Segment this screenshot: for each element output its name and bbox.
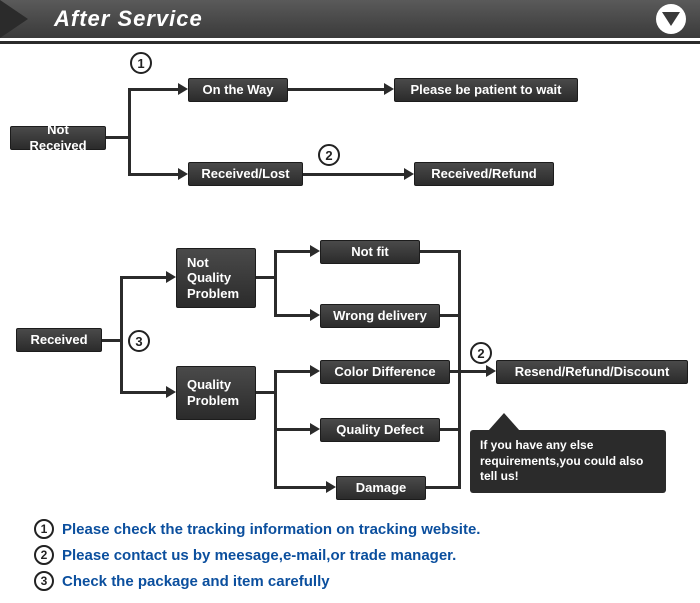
connector bbox=[420, 250, 460, 253]
note-badge: 3 bbox=[34, 571, 54, 591]
connector bbox=[274, 250, 277, 317]
node-quality: QualityProblem bbox=[176, 366, 256, 420]
connector bbox=[440, 428, 460, 431]
arrow-icon bbox=[404, 168, 414, 180]
callout-tail-icon bbox=[488, 413, 520, 431]
node-not-fit: Not fit bbox=[320, 240, 420, 264]
connector bbox=[274, 250, 310, 253]
node-not-received: Not Received bbox=[10, 126, 106, 150]
note-text: Check the package and item carefully bbox=[62, 573, 330, 590]
connector bbox=[274, 486, 326, 489]
node-patient-wait: Please be patient to wait bbox=[394, 78, 578, 102]
arrow-icon bbox=[178, 168, 188, 180]
header-bar: After Service bbox=[0, 0, 700, 38]
connector bbox=[128, 88, 178, 91]
node-received-lost: Received/Lost bbox=[188, 162, 303, 186]
badge-2-top: 2 bbox=[318, 144, 340, 166]
node-quality-defect: Quality Defect bbox=[320, 418, 440, 442]
connector bbox=[426, 486, 460, 489]
arrow-icon bbox=[384, 83, 394, 95]
chevron-down-icon bbox=[662, 12, 680, 26]
note-row: 1 Please check the tracking information … bbox=[34, 519, 480, 539]
notes-section: 1 Please check the tracking information … bbox=[34, 513, 480, 591]
arrow-icon bbox=[310, 365, 320, 377]
connector bbox=[274, 370, 310, 373]
arrow-icon bbox=[326, 481, 336, 493]
arrow-icon bbox=[178, 83, 188, 95]
dropdown-circle[interactable] bbox=[656, 4, 686, 34]
connector bbox=[274, 428, 310, 431]
node-resend: Resend/Refund/Discount bbox=[496, 360, 688, 384]
badge-3: 3 bbox=[128, 330, 150, 352]
note-badge: 2 bbox=[34, 545, 54, 565]
connector bbox=[120, 276, 123, 394]
badge-2-bottom: 2 bbox=[470, 342, 492, 364]
connector bbox=[256, 276, 276, 279]
connector bbox=[288, 88, 384, 91]
node-not-quality: NotQualityProblem bbox=[176, 248, 256, 308]
note-row: 3 Check the package and item carefully bbox=[34, 571, 480, 591]
header-underline bbox=[0, 41, 700, 44]
flowchart-canvas: Not Received On the Way Please be patien… bbox=[0, 50, 700, 520]
header-title: After Service bbox=[54, 6, 203, 32]
arrow-icon bbox=[310, 423, 320, 435]
callout-box: If you have any else requirements,you co… bbox=[470, 430, 666, 493]
node-color-diff: Color Difference bbox=[320, 360, 450, 384]
connector bbox=[458, 370, 486, 373]
connector bbox=[120, 276, 166, 279]
header-chevron-icon bbox=[0, 0, 28, 38]
arrow-icon bbox=[166, 386, 176, 398]
note-text: Please check the tracking information on… bbox=[62, 521, 480, 538]
arrow-icon bbox=[166, 271, 176, 283]
note-text: Please contact us by meesage,e-mail,or t… bbox=[62, 547, 456, 564]
node-wrong-delivery: Wrong delivery bbox=[320, 304, 440, 328]
connector bbox=[106, 136, 130, 139]
node-received-refund: Received/Refund bbox=[414, 162, 554, 186]
arrow-icon bbox=[486, 365, 496, 377]
arrow-icon bbox=[310, 309, 320, 321]
node-received: Received bbox=[16, 328, 102, 352]
note-badge: 1 bbox=[34, 519, 54, 539]
connector bbox=[440, 314, 460, 317]
arrow-icon bbox=[310, 245, 320, 257]
connector bbox=[128, 173, 178, 176]
connector bbox=[256, 391, 276, 394]
connector bbox=[102, 339, 122, 342]
connector bbox=[274, 314, 310, 317]
badge-1: 1 bbox=[130, 52, 152, 74]
connector bbox=[303, 173, 404, 176]
connector bbox=[120, 391, 166, 394]
note-row: 2 Please contact us by meesage,e-mail,or… bbox=[34, 545, 480, 565]
node-on-the-way: On the Way bbox=[188, 78, 288, 102]
node-damage: Damage bbox=[336, 476, 426, 500]
connector bbox=[128, 88, 131, 176]
